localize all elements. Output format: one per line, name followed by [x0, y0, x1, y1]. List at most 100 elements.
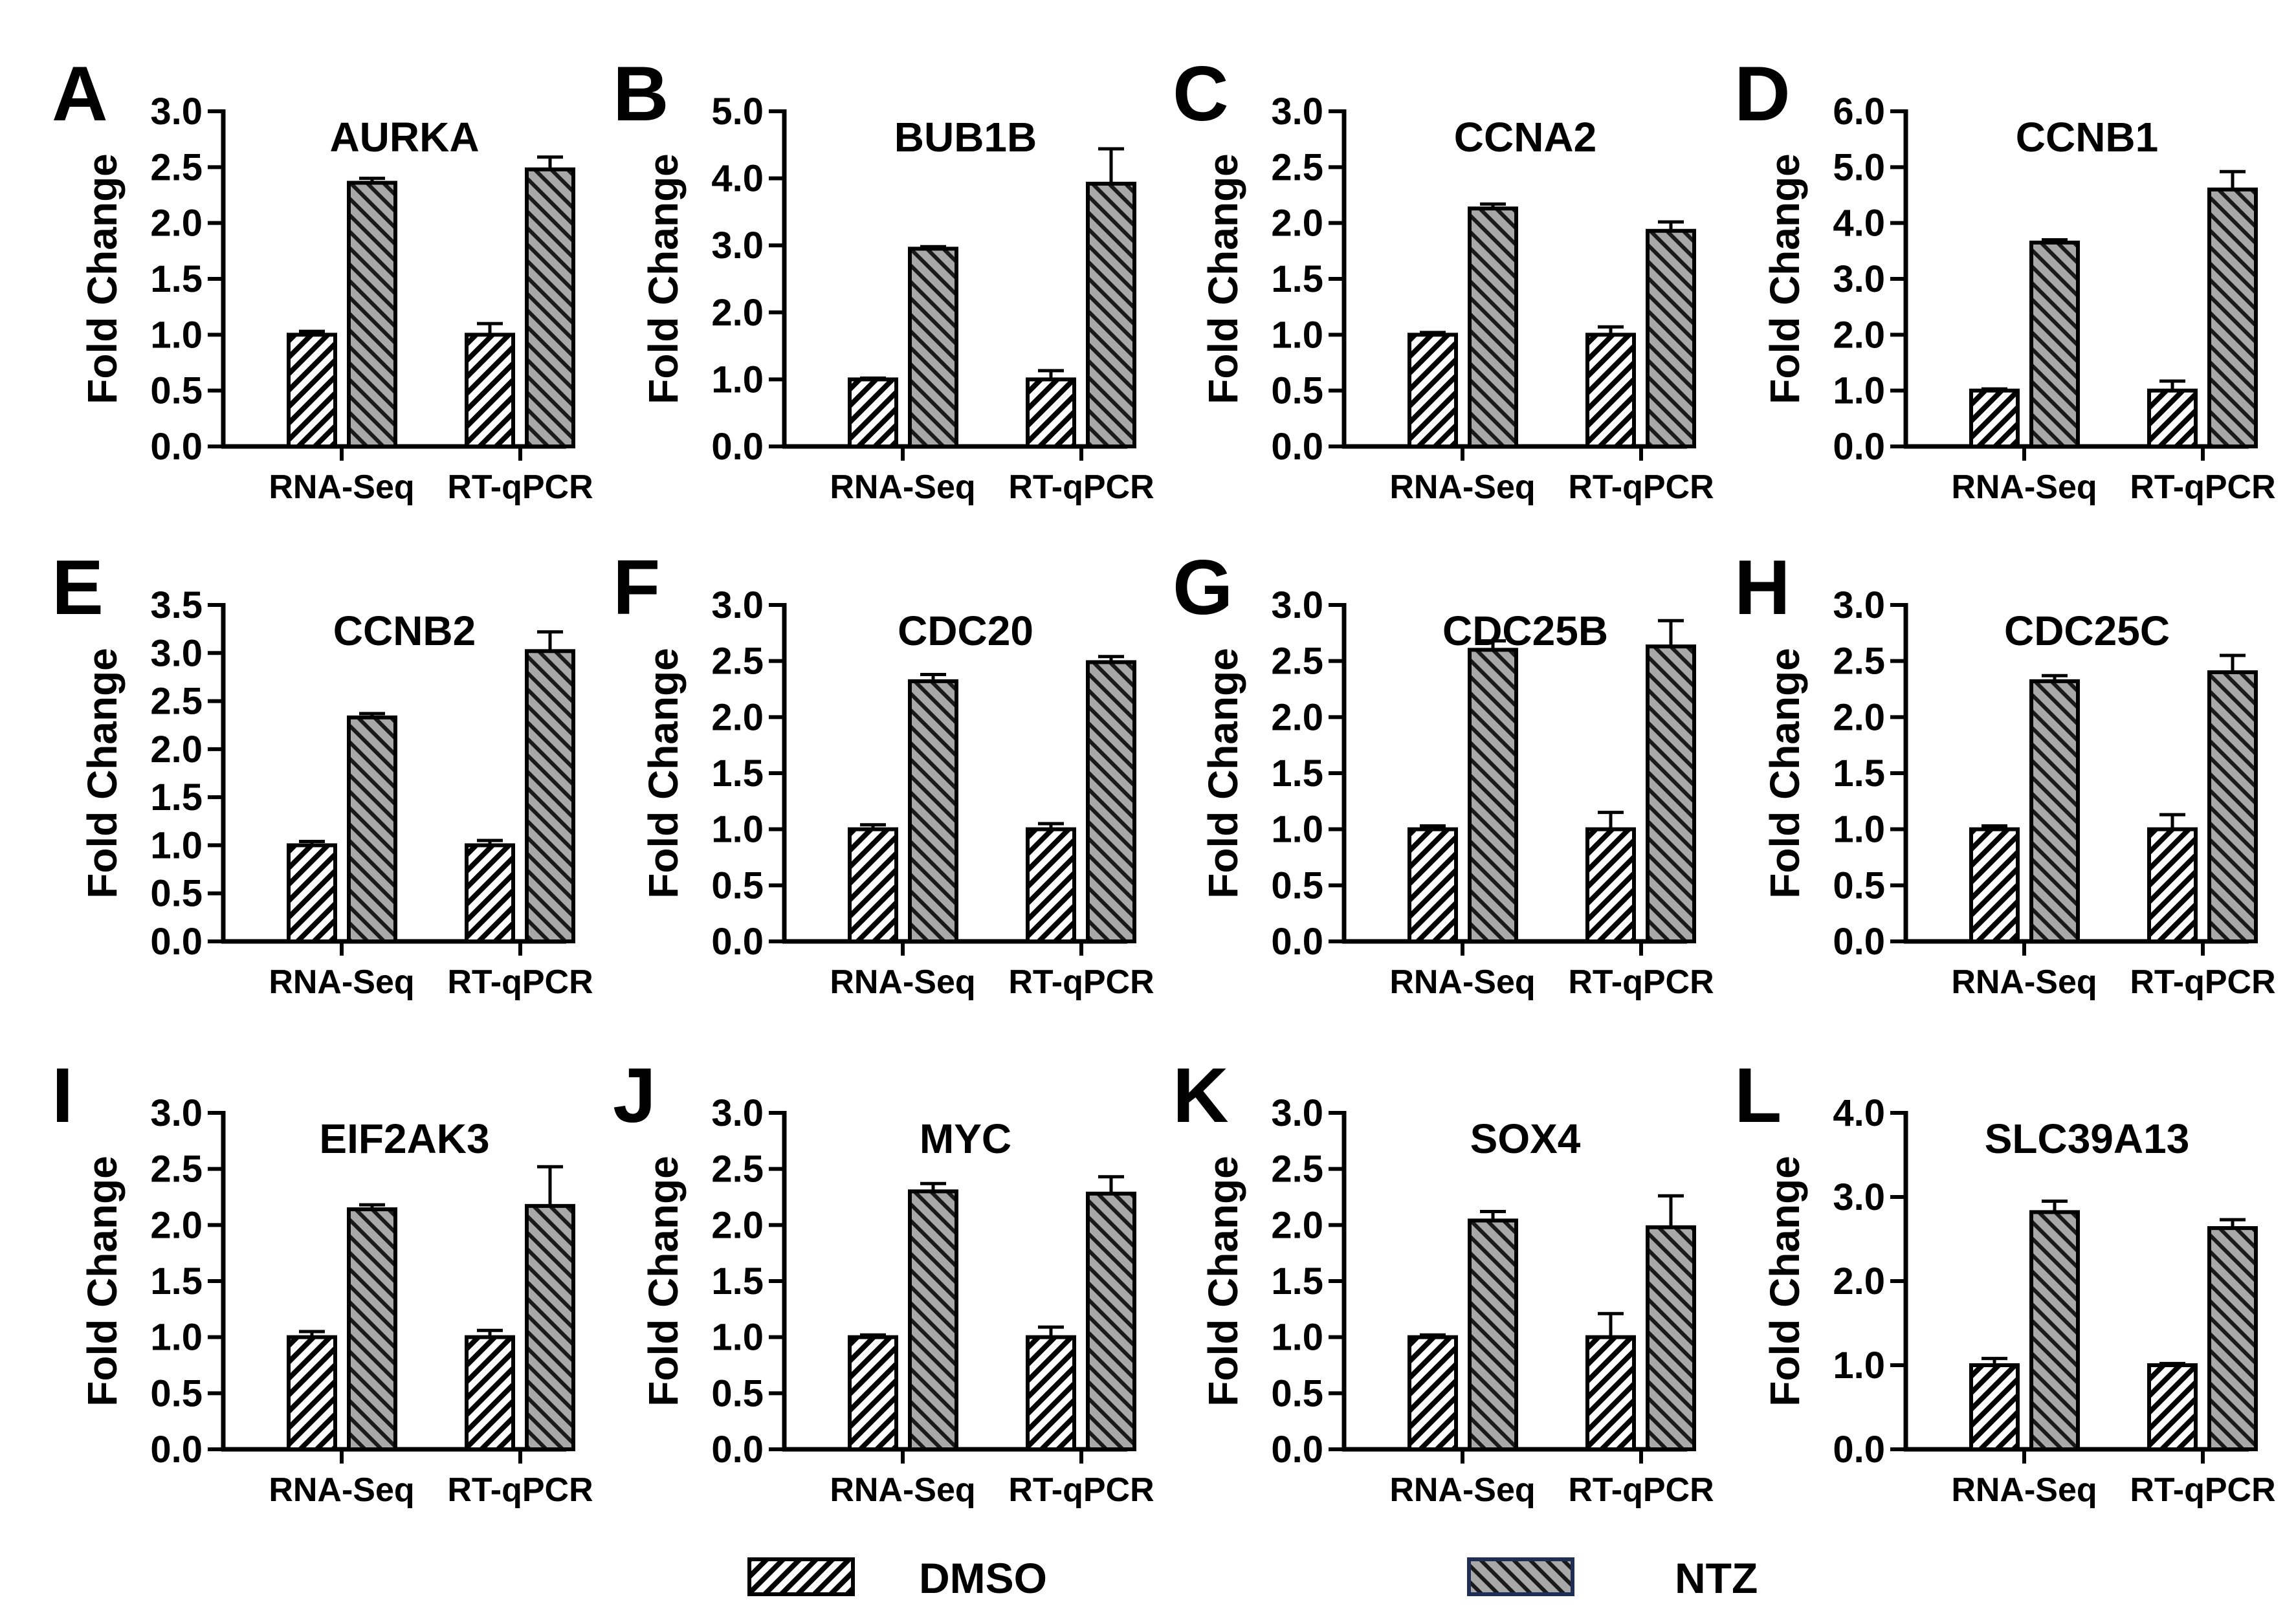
- ntz-bar-rt-qpcr: [525, 1203, 575, 1452]
- chart-title: CCNB1: [2016, 114, 2158, 160]
- y-axis-label: Fold Change: [1200, 153, 1246, 404]
- y-tick-label: 1.5: [150, 258, 203, 300]
- dmso-bar-rna-seq: [287, 843, 337, 944]
- ntz-bar-rna-seq: [347, 181, 397, 448]
- ntz-bar-rt-qpcr: [2207, 1226, 2258, 1451]
- ntz-bar-rna-seq: [2029, 1210, 2080, 1452]
- y-tick-label: 1.5: [711, 752, 764, 795]
- y-tick-label: 2.0: [150, 729, 203, 771]
- y-tick-label: 2.0: [711, 696, 764, 738]
- y-tick-label: 1.0: [150, 824, 203, 866]
- ntz-bar-rna-seq: [908, 679, 958, 944]
- y-tick-label: 1.0: [1833, 809, 1885, 851]
- panel-letter: J: [613, 1052, 656, 1139]
- chart-panel-f: F Fold Change 0.0 0.5 1.0 1.5 2.0 2.5 3.0 RNA-Seq…: [613, 544, 1154, 1001]
- y-tick-label: 2.0: [1833, 314, 1885, 356]
- x-category-label: RNA-Seq: [269, 963, 414, 1001]
- y-tick-label: 1.0: [150, 314, 203, 356]
- dmso-bar-rt-qpcr: [2147, 827, 2198, 943]
- panel-letter: K: [1173, 1052, 1229, 1139]
- x-category-label: RNA-Seq: [830, 1471, 975, 1509]
- legend-swatch-ntz: [1467, 1557, 1574, 1596]
- dmso-bar-rt-qpcr: [1026, 827, 1076, 943]
- ntz-bar-rt-qpcr: [525, 167, 575, 448]
- dmso-bar-rt-qpcr: [2147, 388, 2198, 449]
- y-tick-label: 0.5: [711, 864, 764, 906]
- y-tick-label: 2.5: [711, 1148, 764, 1191]
- y-tick-label: 4.0: [711, 158, 764, 200]
- ntz-bar-rna-seq: [1468, 206, 1518, 448]
- chart-panel-b: B Fold Change 0.0 1.0 2.0 3.0 4.0 5.0 RNA-Seq RT-…: [613, 50, 1154, 506]
- chart-panel-h: H Fold Change 0.0 0.5 1.0 1.5 2.0 2.5 3.0 RNA-Seq…: [1734, 544, 2276, 1001]
- dmso-bar-rt-qpcr: [1585, 1335, 1636, 1452]
- panel-letter: F: [613, 544, 660, 631]
- y-tick-label: 1.0: [1833, 1344, 1885, 1387]
- y-tick-label: 0.0: [150, 921, 203, 963]
- y-tick-label: 1.0: [150, 1317, 203, 1359]
- y-axis-label: Fold Change: [640, 153, 687, 404]
- ntz-bar-rna-seq: [2029, 240, 2080, 448]
- x-category-label: RT-qPCR: [1008, 963, 1154, 1001]
- y-tick-label: 4.0: [1833, 203, 1885, 245]
- y-tick-label: 3.0: [1271, 584, 1323, 626]
- chart-panel-g: G Fold Change 0.0 0.5 1.0 1.5 2.0 2.5 3.0 RNA-Seq…: [1173, 544, 1714, 1001]
- y-tick-label: 6.0: [1833, 91, 1885, 133]
- dmso-bar-rna-seq: [848, 1335, 898, 1452]
- y-tick-label: 3.0: [1833, 1176, 1885, 1218]
- panel-letter: B: [613, 50, 669, 137]
- legend-item-ntz: NTZ: [1467, 1554, 1758, 1602]
- chart-title: CDC25B: [1442, 608, 1608, 654]
- y-tick-label: 0.0: [1833, 1429, 1885, 1471]
- x-category-label: RNA-Seq: [269, 468, 414, 506]
- dmso-bar-rna-seq: [1969, 827, 2020, 943]
- panel-letter: I: [52, 1052, 73, 1139]
- y-tick-label: 2.0: [711, 292, 764, 334]
- y-tick-label: 0.5: [150, 370, 203, 412]
- chart-title: CCNB2: [333, 608, 476, 654]
- y-tick-label: 2.5: [150, 681, 203, 723]
- y-tick-label: 2.0: [711, 1204, 764, 1246]
- x-category-label: RNA-Seq: [830, 963, 975, 1001]
- y-tick-label: 0.0: [150, 1429, 203, 1471]
- y-tick-label: 5.0: [1833, 146, 1885, 188]
- chart-title: AURKA: [329, 114, 479, 160]
- y-tick-label: 1.5: [1271, 258, 1323, 300]
- chart-title: SLC39A13: [1985, 1115, 2190, 1162]
- y-tick-label: 3.0: [150, 1092, 203, 1134]
- dmso-bar-rna-seq: [1407, 1335, 1458, 1452]
- chart-panel-a: A Fold Change 0.0 0.5 1.0 1.5 2.0 2.5 3.0 RNA-Seq…: [52, 50, 593, 506]
- y-tick-label: 2.5: [150, 1148, 203, 1191]
- y-tick-label: 2.0: [150, 203, 203, 245]
- y-tick-label: 0.5: [1271, 864, 1323, 906]
- panel-letter: A: [52, 50, 108, 137]
- y-tick-label: 0.5: [150, 1372, 203, 1414]
- chart-title: BUB1B: [894, 114, 1037, 160]
- legend-label: DMSO: [919, 1554, 1047, 1602]
- y-tick-label: 0.0: [150, 426, 203, 468]
- ntz-bar-rna-seq: [2029, 679, 2080, 944]
- y-tick-label: 1.0: [1271, 809, 1323, 851]
- y-tick-label: 2.0: [1833, 696, 1885, 738]
- y-tick-label: 1.5: [150, 1260, 203, 1302]
- dmso-bar-rna-seq: [848, 377, 898, 449]
- y-tick-label: 0.5: [150, 873, 203, 915]
- y-tick-label: 2.0: [150, 1204, 203, 1246]
- x-category-label: RNA-Seq: [1389, 963, 1535, 1001]
- y-tick-label: 3.0: [1271, 91, 1323, 133]
- y-tick-label: 0.5: [1271, 370, 1323, 412]
- y-tick-label: 1.0: [711, 1317, 764, 1359]
- y-tick-label: 2.0: [1833, 1260, 1885, 1302]
- dmso-bar-rna-seq: [1407, 333, 1458, 448]
- y-axis-label: Fold Change: [79, 1156, 126, 1407]
- x-category-label: RNA-Seq: [1389, 1471, 1535, 1509]
- y-tick-label: 3.0: [711, 584, 764, 626]
- chart-title: CDC20: [898, 608, 1033, 654]
- y-tick-label: 0.0: [1833, 426, 1885, 468]
- chart-panel-l: L Fold Change 0.0 1.0 2.0 3.0 4.0 RNA-Seq RT-qPC…: [1734, 1052, 2276, 1509]
- x-category-label: RT-qPCR: [1568, 963, 1714, 1001]
- y-tick-label: 0.0: [1271, 921, 1323, 963]
- y-tick-label: 3.0: [150, 91, 203, 133]
- chart-panel-e: E Fold Change 0.0 0.5 1.0 1.5 2.0 2.5 3.0 3.5 RNA-…: [52, 544, 593, 1001]
- x-category-label: RT-qPCR: [2130, 963, 2275, 1001]
